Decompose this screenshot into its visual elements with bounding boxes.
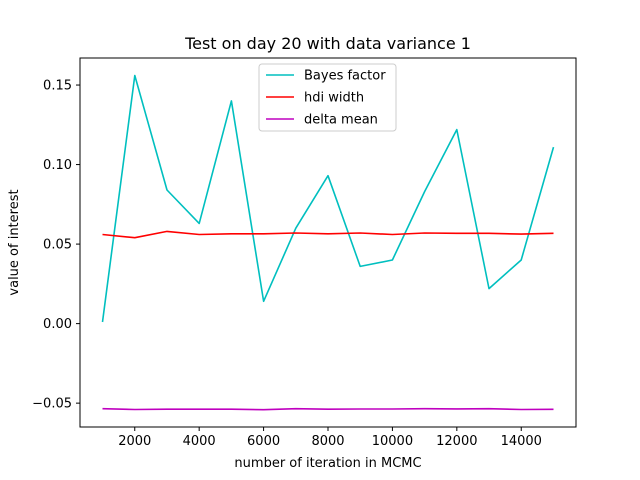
x-tick-label: 14000 [501, 434, 542, 449]
legend-label: hdi width [304, 91, 364, 106]
series-line-bayes-factor [101, 74, 555, 323]
chart-title: Test on day 20 with data variance 1 [184, 34, 471, 53]
legend-box [258, 63, 397, 132]
series-lines [101, 74, 555, 411]
x-axis: 2000 4000 6000 8000 10000 12000 14000 [118, 427, 542, 449]
x-tick-label: 10000 [372, 434, 413, 449]
legend-label: Bayes factor [304, 69, 386, 84]
y-tick-label: 0.15 [43, 79, 72, 94]
series-line-hdi-width [102, 230, 554, 239]
x-tick-label: 4000 [183, 434, 216, 449]
x-tick-label: 8000 [311, 434, 344, 449]
y-tick-label: 0.00 [43, 317, 72, 332]
y-tick-label: −0.05 [32, 397, 72, 412]
x-axis-label: number of iteration in MCMC [234, 456, 421, 471]
y-axis: −0.05 0.00 0.05 0.10 0.15 [32, 79, 80, 412]
y-axis-label: value of interest [7, 189, 22, 295]
y-tick-label: 0.05 [43, 238, 72, 253]
series-line-delta-mean [102, 407, 554, 411]
y-tick-label: 0.10 [43, 158, 72, 173]
x-tick-label: 6000 [247, 434, 280, 449]
x-tick-label: 12000 [436, 434, 477, 449]
x-tick-label: 2000 [118, 434, 151, 449]
legend-label: delta mean [304, 113, 378, 128]
legend: Bayes factor hdi width delta mean [258, 63, 397, 132]
